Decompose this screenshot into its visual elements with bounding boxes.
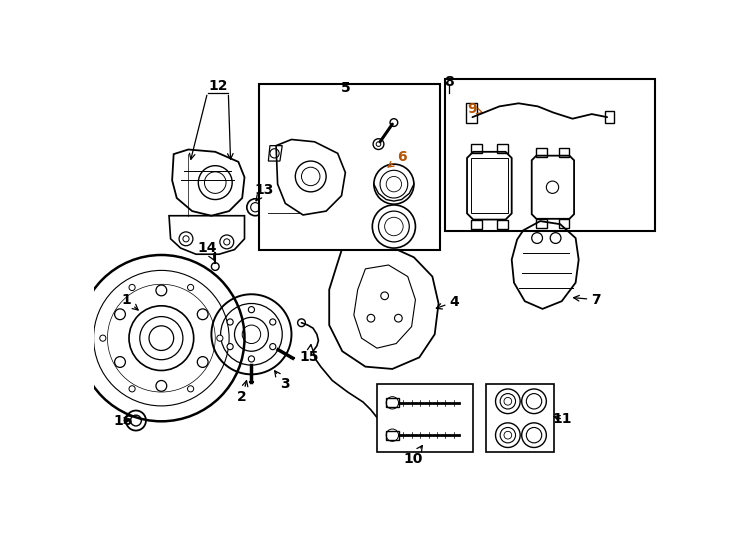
Circle shape [197, 356, 208, 367]
Text: 14: 14 [197, 241, 217, 260]
Circle shape [248, 356, 255, 362]
Circle shape [100, 335, 106, 341]
Circle shape [269, 343, 276, 350]
Text: 4: 4 [436, 295, 459, 309]
Text: 16: 16 [113, 414, 133, 428]
Bar [497, 220, 508, 229]
Circle shape [156, 285, 167, 296]
Circle shape [115, 356, 126, 367]
Text: 8: 8 [445, 75, 454, 89]
Bar [446, 79, 655, 231]
Text: 7: 7 [573, 293, 600, 307]
Text: 9: 9 [468, 103, 482, 117]
Bar [605, 111, 614, 123]
Text: 5: 5 [341, 81, 350, 95]
Circle shape [248, 307, 255, 313]
Bar [386, 398, 399, 408]
Circle shape [217, 335, 223, 341]
Bar [537, 219, 547, 228]
Circle shape [227, 343, 233, 350]
Circle shape [187, 285, 194, 291]
Bar [471, 220, 482, 229]
Bar [471, 158, 508, 213]
Text: 10: 10 [404, 446, 423, 466]
Circle shape [129, 306, 194, 370]
Bar [559, 219, 570, 228]
Circle shape [227, 319, 233, 325]
Bar [471, 144, 482, 153]
Circle shape [504, 397, 512, 405]
Bar [537, 148, 547, 157]
Circle shape [504, 431, 512, 439]
Bar [386, 430, 399, 440]
Circle shape [385, 217, 403, 236]
Text: 13: 13 [255, 183, 275, 201]
Bar [487, 384, 554, 452]
Circle shape [269, 319, 276, 325]
Circle shape [129, 285, 135, 291]
Circle shape [115, 309, 126, 320]
Circle shape [386, 177, 401, 192]
Text: 11: 11 [552, 412, 572, 426]
Text: 3: 3 [275, 371, 289, 392]
Polygon shape [354, 265, 415, 348]
Bar [466, 103, 477, 123]
Circle shape [129, 386, 135, 392]
Text: 6: 6 [388, 150, 407, 167]
Text: 1: 1 [121, 293, 138, 310]
Circle shape [156, 381, 167, 392]
Circle shape [187, 386, 194, 392]
Text: 15: 15 [299, 345, 319, 364]
Bar [559, 148, 570, 157]
Bar [497, 144, 508, 153]
Circle shape [197, 309, 208, 320]
Text: 12: 12 [208, 79, 228, 93]
Text: 2: 2 [237, 381, 248, 404]
Bar [377, 384, 473, 452]
Bar [259, 84, 440, 249]
